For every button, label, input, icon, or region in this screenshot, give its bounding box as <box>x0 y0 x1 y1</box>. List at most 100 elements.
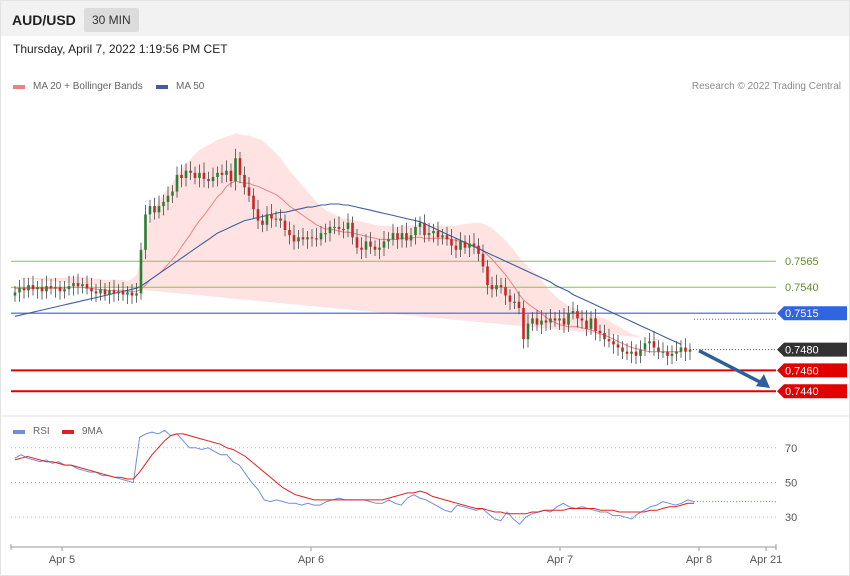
candle-up <box>495 285 498 290</box>
candle-up <box>549 318 552 323</box>
candle-down <box>369 241 372 247</box>
candle-down <box>657 347 660 352</box>
candle-down <box>580 318 584 321</box>
candle-down <box>76 283 80 287</box>
candle-up <box>688 349 692 352</box>
candle-up <box>459 241 462 250</box>
candle-up <box>171 191 174 196</box>
legend-ma20: MA 20 + Bollinger Bands <box>13 81 143 92</box>
candle-down <box>283 220 287 230</box>
candle-up <box>567 313 570 325</box>
candle-down <box>490 285 494 290</box>
candle-up <box>306 237 309 240</box>
candle-down <box>351 222 354 238</box>
candle-up <box>387 239 390 242</box>
candle-up <box>513 301 516 303</box>
timeframe-button[interactable]: 30 MIN <box>84 8 139 32</box>
candle-down <box>103 289 107 295</box>
candle-down <box>90 288 93 292</box>
candle-down <box>130 292 134 296</box>
x-axis-tick-label: Apr 6 <box>298 554 324 566</box>
rsi-tick-label: 50 <box>785 478 797 490</box>
candle-up <box>216 172 219 177</box>
candle-down <box>58 287 62 292</box>
candle-down <box>463 241 467 248</box>
candle-up <box>679 347 683 352</box>
x-axis-tick-label: Apr 5 <box>49 554 75 566</box>
candle-down <box>585 320 588 329</box>
candle-up <box>670 353 674 356</box>
timestamp: Thursday, April 7, 2022 1:19:56 PM CET <box>13 42 228 56</box>
candle-up <box>184 170 188 178</box>
candle-down <box>31 285 35 290</box>
candle-down <box>22 288 26 291</box>
candle-up <box>531 318 534 324</box>
candle-down <box>360 247 363 250</box>
candle-down <box>481 253 485 267</box>
candle-up <box>265 214 269 225</box>
candle-down <box>85 284 89 289</box>
candle-up <box>391 233 395 240</box>
legend-rsi: RSI <box>13 426 50 437</box>
candle-down <box>292 235 296 242</box>
candle-down <box>337 226 341 229</box>
candle-down <box>612 341 615 345</box>
candle-down <box>279 218 282 221</box>
x-axis-tick-label: Apr 8 <box>686 554 712 566</box>
candle-up <box>27 285 30 291</box>
candle-down <box>261 220 264 225</box>
candle-down <box>517 301 521 308</box>
candle-down <box>243 174 246 188</box>
candle-down <box>270 214 273 219</box>
candle-down <box>544 320 548 323</box>
candle-down <box>180 174 183 178</box>
candle-up <box>18 288 21 293</box>
candle-down <box>625 351 629 354</box>
candle-down <box>634 351 638 356</box>
support-tag <box>777 363 847 378</box>
candle-down <box>40 287 44 292</box>
candle-down <box>310 237 314 239</box>
candle-up <box>540 320 543 325</box>
candle-down <box>229 170 233 182</box>
candle-up <box>414 226 417 236</box>
candle-down <box>193 172 197 178</box>
candle-down <box>616 344 620 348</box>
candle-down <box>594 318 597 331</box>
candle-down <box>477 245 480 254</box>
ma20-swatch <box>13 84 25 89</box>
candle-down <box>189 170 192 173</box>
candle-up <box>364 241 368 250</box>
candle-up <box>324 233 327 235</box>
candle-up <box>126 292 129 295</box>
candle-down <box>220 172 224 175</box>
candle-up <box>675 351 678 354</box>
support-label: 0.7440 <box>785 386 819 398</box>
candle-up <box>526 323 530 340</box>
candle-up <box>198 172 201 178</box>
candle-up <box>427 233 431 236</box>
ma50-legend-label: MA 50 <box>176 81 205 92</box>
x-axis-tick-label: Apr 21 <box>750 554 782 566</box>
x-axis-tick-label: Apr 7 <box>547 554 573 566</box>
candle-up <box>661 351 665 353</box>
candle-down <box>684 347 687 352</box>
pivot-label: 0.7515 <box>785 308 819 320</box>
candle-up <box>234 158 237 182</box>
candle-down <box>445 235 449 240</box>
rsi-swatch <box>13 429 25 434</box>
candle-up <box>648 341 651 344</box>
candle-up <box>45 286 48 292</box>
resistance-label: 0.7565 <box>785 256 819 268</box>
rsi-ma-legend-label: 9MA <box>82 426 103 437</box>
candle-down <box>423 222 426 236</box>
candle-up <box>175 174 179 192</box>
candle-up <box>108 290 111 295</box>
candle-up <box>99 289 102 294</box>
candle-up <box>639 349 642 356</box>
candle-up <box>558 318 561 321</box>
candle-up <box>67 286 71 290</box>
rsi-ma-swatch <box>62 429 74 434</box>
ma20-legend-label: MA 20 + Bollinger Bands <box>33 81 143 92</box>
